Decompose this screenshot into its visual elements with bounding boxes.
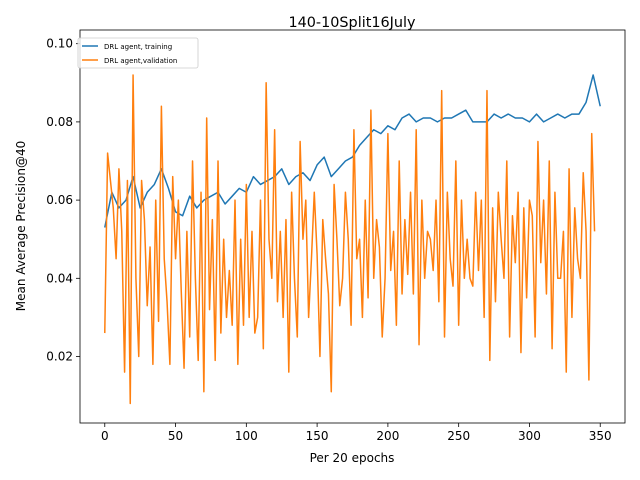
- plot-area: [79, 29, 626, 424]
- x-tick-label: 100: [235, 429, 258, 443]
- y-axis-label: Mean Average Precision@40: [14, 141, 28, 311]
- series-line-validation: [104, 74, 596, 405]
- y-tick-label: 0.02: [46, 350, 73, 364]
- x-axis-label: Per 20 epochs: [310, 451, 395, 465]
- legend-label-validation: DRL agent,validation: [104, 57, 177, 65]
- x-tick-label: 350: [589, 429, 612, 443]
- series-line-training: [104, 74, 601, 228]
- series-layer: [104, 74, 601, 405]
- x-tick-label: 200: [376, 429, 399, 443]
- y-tick-label: 0.04: [46, 271, 73, 285]
- x-tick-label: 300: [518, 429, 541, 443]
- x-tick-label: 0: [101, 429, 109, 443]
- y-axis: 0.02 0.04 0.06 0.08 0.10: [46, 37, 80, 364]
- legend: DRL agent, training DRL agent,validation: [77, 37, 199, 69]
- y-tick-label: 0.08: [46, 115, 73, 129]
- y-tick-label: 0.10: [46, 37, 73, 51]
- chart-title: 140-10Split16July: [288, 15, 416, 31]
- x-tick-label: 150: [306, 429, 329, 443]
- legend-label-training: DRL agent, training: [104, 43, 172, 51]
- legend-box: [77, 37, 199, 69]
- x-axis: 0 50 100 150 200 250 300 350: [101, 423, 612, 443]
- x-tick-label: 50: [168, 429, 183, 443]
- x-tick-label: 250: [447, 429, 470, 443]
- y-tick-label: 0.06: [46, 193, 73, 207]
- plot-border: [79, 29, 626, 424]
